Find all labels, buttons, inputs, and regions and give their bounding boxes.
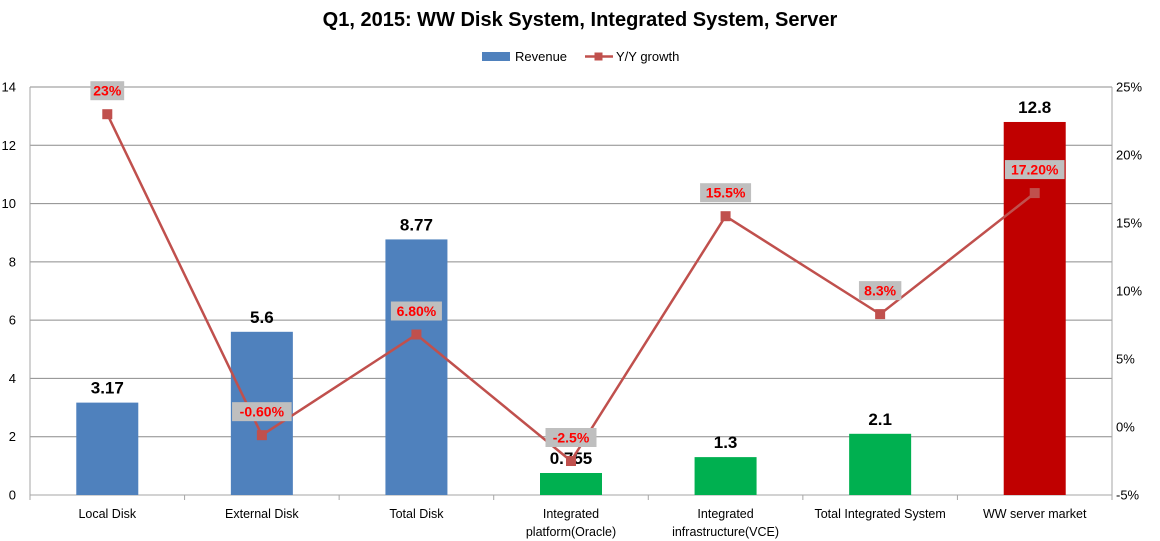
right-tick-label: -5%	[1116, 488, 1140, 503]
category-label-line: infrastructure(VCE)	[672, 525, 779, 539]
right-tick-label: 5%	[1116, 352, 1135, 367]
revenue-bar	[76, 402, 139, 495]
revenue-value-label: 5.6	[250, 308, 274, 327]
category-label: Total Disk	[389, 507, 444, 521]
revenue-bar	[385, 239, 448, 495]
right-axis-ticks: -5% 0% 5% 10% 15% 20% 25%	[1116, 80, 1142, 503]
right-tick-label: 20%	[1116, 148, 1142, 163]
growth-value-label: 17.20%	[1011, 162, 1059, 178]
growth-labels: 23% -0.60% 6.80% -2.5% 15.5% 8.3% 17.20%	[90, 81, 1065, 447]
category-label: Integrated platform(Oracle)	[526, 507, 616, 539]
legend-swatch-revenue	[482, 52, 510, 61]
growth-value-label: -0.60%	[240, 404, 285, 420]
revenue-bar	[540, 472, 602, 495]
category-label-line: WW server market	[983, 507, 1087, 521]
category-label-line: External Disk	[225, 507, 299, 521]
right-tick-label: 15%	[1116, 216, 1142, 231]
growth-label-bg	[90, 81, 125, 101]
chart-title: Q1, 2015: WW Disk System, Integrated Sys…	[323, 9, 838, 31]
left-axis-ticks: 0 2 4 6 8 10 12 14	[2, 80, 16, 503]
revenue-value-label: 1.3	[714, 433, 738, 452]
right-tick-label: 25%	[1116, 80, 1142, 95]
gridlines	[30, 86, 1112, 438]
growth-label-bg	[858, 281, 902, 301]
left-tick-label: 8	[9, 254, 16, 269]
revenue-labels: 3.175.68.770.7551.32.112.8	[91, 98, 1052, 468]
growth-marker	[102, 109, 113, 120]
growth-marker	[411, 329, 422, 340]
growth-marker	[1029, 188, 1040, 199]
revenue-value-label: 3.17	[91, 379, 124, 398]
category-label: WW server market	[983, 507, 1087, 521]
left-tick-label: 2	[9, 429, 16, 444]
revenue-bar	[694, 457, 757, 495]
growth-line-group	[102, 109, 1040, 466]
category-labels: Local Disk External Disk Total Disk Integra…	[78, 507, 1087, 539]
category-label-line: Local Disk	[78, 507, 136, 521]
left-tick-label: 12	[2, 138, 16, 153]
growth-marker	[566, 456, 576, 466]
revenue-value-label: 8.77	[400, 215, 433, 234]
legend: Revenue Y/Y growth	[482, 49, 679, 64]
revenue-value-label: 12.8	[1018, 98, 1051, 117]
growth-label-bg	[545, 428, 597, 447]
growth-marker	[720, 211, 731, 222]
left-tick-label: 6	[9, 313, 16, 328]
legend-label-growth: Y/Y growth	[616, 49, 679, 64]
category-label: External Disk	[225, 507, 299, 521]
revenue-bar	[1003, 121, 1066, 495]
growth-label-bg	[1004, 160, 1065, 180]
category-label-line: platform(Oracle)	[526, 525, 616, 539]
growth-value-label: 6.80%	[397, 303, 437, 319]
growth-value-label: 8.3%	[864, 283, 896, 299]
category-label: Total Integrated System	[814, 507, 945, 521]
growth-label-bg	[232, 402, 292, 422]
growth-value-label: 23%	[93, 83, 122, 99]
growth-value-label: -2.5%	[553, 430, 590, 446]
revenue-bar	[849, 433, 912, 495]
category-label-line: Total Disk	[389, 507, 444, 521]
category-label-line: Integrated	[697, 507, 753, 521]
growth-marker	[875, 309, 886, 320]
growth-value-label: 15.5%	[706, 185, 746, 201]
growth-label-bg	[700, 183, 752, 203]
growth-label-bg	[390, 301, 442, 321]
category-label-line: Integrated	[543, 507, 599, 521]
left-tick-label: 14	[2, 80, 16, 95]
left-tick-label: 10	[2, 196, 16, 211]
right-tick-label: 10%	[1116, 284, 1142, 299]
category-label: Integrated infrastructure(VCE)	[672, 507, 779, 539]
legend-swatch-growth-marker	[594, 52, 603, 61]
category-label: Local Disk	[78, 507, 136, 521]
growth-marker	[256, 430, 267, 441]
left-tick-label: 0	[9, 488, 16, 503]
category-label-line: Total Integrated System	[814, 507, 945, 521]
legend-label-revenue: Revenue	[515, 49, 567, 64]
revenue-value-label: 2.1	[868, 410, 892, 429]
left-tick-label: 4	[9, 371, 16, 386]
right-tick-label: 0%	[1116, 420, 1135, 435]
